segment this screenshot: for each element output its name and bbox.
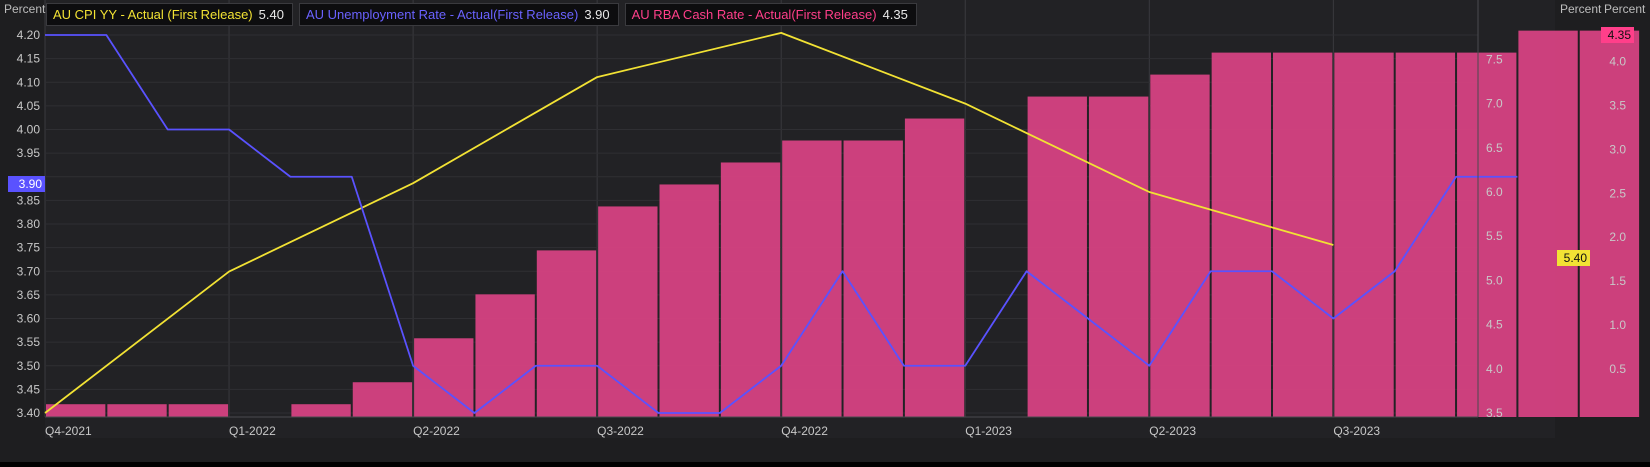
legend-cash-rate[interactable]: AU RBA Cash Rate - Actual(First Release)… <box>625 3 917 26</box>
left-tick-label: 3.95 <box>17 146 41 160</box>
right-inner-tick-label: 3.5 <box>1486 406 1503 420</box>
right-inner-tick-label: 4.5 <box>1486 318 1503 332</box>
x-tick-label: Q4-2022 <box>781 424 828 438</box>
x-tick-label: Q1-2023 <box>965 424 1012 438</box>
cash-rate-bar <box>1273 53 1332 417</box>
cash-rate-bar <box>1518 31 1577 417</box>
right-outer-tick-label: 2.0 <box>1609 230 1626 244</box>
legend: AU CPI YY - Actual (First Release) 5.40 A… <box>46 3 917 26</box>
cash-rate-bar <box>660 184 719 417</box>
cash-rate-bar <box>475 294 534 417</box>
legend-cpi[interactable]: AU CPI YY - Actual (First Release) 5.40 <box>46 3 293 26</box>
left-tick-label: 4.05 <box>17 99 41 113</box>
right-inner-tick-label: 7.5 <box>1486 52 1503 66</box>
right-inner-tick-label: 7.0 <box>1486 97 1503 111</box>
cash-rate-bar <box>1334 53 1393 417</box>
cash-rate-bar <box>1580 31 1639 417</box>
left-tick-label: 3.80 <box>17 217 41 231</box>
right-outer-tick-label: 3.0 <box>1609 142 1626 156</box>
right-inner-tick-label: 5.0 <box>1486 273 1503 287</box>
cash-rate-bar <box>1150 75 1209 417</box>
right-inner-axis-unit: Percent <box>1560 2 1602 16</box>
left-tick-label: 3.85 <box>17 193 41 207</box>
left-tick-label: 4.00 <box>17 123 41 137</box>
left-tick-label: 3.70 <box>17 264 41 278</box>
cash-rate-bar <box>107 404 166 417</box>
x-tick-label: Q3-2022 <box>597 424 644 438</box>
x-tick-label: Q1-2022 <box>229 424 276 438</box>
svg-text:5.40: 5.40 <box>1564 251 1588 265</box>
left-tick-label: 3.65 <box>17 288 41 302</box>
left-axis-unit: Percent <box>4 2 46 16</box>
right-inner-tick-label: 4.0 <box>1486 362 1503 376</box>
right-outer-tick-label: 0.5 <box>1609 362 1626 376</box>
cpi-value-badge: 5.40 <box>1557 250 1590 266</box>
cash-rate-bar <box>169 404 228 417</box>
cash-rate-bar <box>1212 53 1271 417</box>
right-outer-tick-label: 4.0 <box>1609 54 1626 68</box>
left-tick-label: 4.15 <box>17 52 41 66</box>
cash-rate-bar <box>721 162 780 417</box>
left-tick-label: 3.75 <box>17 241 41 255</box>
right-inner-tick-label: 6.5 <box>1486 141 1503 155</box>
cash-rate-bar <box>844 141 903 417</box>
legend-cpi-label: AU CPI YY - Actual (First Release) <box>53 7 253 22</box>
cash-rate-bar <box>1028 97 1087 417</box>
cash-rate-bar <box>353 382 412 417</box>
right-outer-axis-unit: Percent <box>1604 2 1646 16</box>
right-inner-tick-label: 5.5 <box>1486 229 1503 243</box>
cash-rate-bar <box>598 206 657 417</box>
legend-cpi-value: 5.40 <box>259 7 284 22</box>
cash-rate-bar <box>905 119 964 417</box>
left-tick-label: 3.55 <box>17 335 41 349</box>
left-tick-label: 3.50 <box>17 359 41 373</box>
right-outer-tick-label: 1.0 <box>1609 318 1626 332</box>
right-outer-tick-label: 3.5 <box>1609 98 1626 112</box>
legend-cash-rate-label: AU RBA Cash Rate - Actual(First Release) <box>632 7 877 22</box>
left-tick-label: 3.60 <box>17 312 41 326</box>
left-tick-label: 3.40 <box>17 406 41 420</box>
x-tick-label: Q2-2022 <box>413 424 460 438</box>
right-outer-tick-label: 2.5 <box>1609 186 1626 200</box>
left-tick-label: 4.20 <box>17 28 41 42</box>
x-tick-label: Q2-2023 <box>1149 424 1196 438</box>
cash-rate-bar <box>782 141 841 417</box>
left-tick-label: 4.10 <box>17 75 41 89</box>
cash-rate-bar <box>1089 97 1148 417</box>
x-tick-label: Q3-2023 <box>1333 424 1380 438</box>
right-outer-tick-label: 1.5 <box>1609 274 1626 288</box>
svg-text:4.35: 4.35 <box>1608 28 1632 42</box>
right-inner-tick-label: 6.0 <box>1486 185 1503 199</box>
cash-rate-bar <box>537 250 596 417</box>
legend-unemployment-value: 3.90 <box>584 7 609 22</box>
cash-rate-value-badge: 4.35 <box>1601 27 1634 43</box>
unemployment-value-badge: 3.90 <box>8 176 45 192</box>
legend-unemployment-label: AU Unemployment Rate - Actual(First Rele… <box>306 7 578 22</box>
legend-cash-rate-value: 4.35 <box>883 7 908 22</box>
left-tick-label: 3.45 <box>17 382 41 396</box>
x-tick-label: Q4-2021 <box>45 424 92 438</box>
cash-rate-bar <box>1396 53 1455 417</box>
cash-rate-bar <box>291 404 350 417</box>
svg-text:3.90: 3.90 <box>19 177 43 191</box>
legend-unemployment[interactable]: AU Unemployment Rate - Actual(First Rele… <box>299 3 619 26</box>
